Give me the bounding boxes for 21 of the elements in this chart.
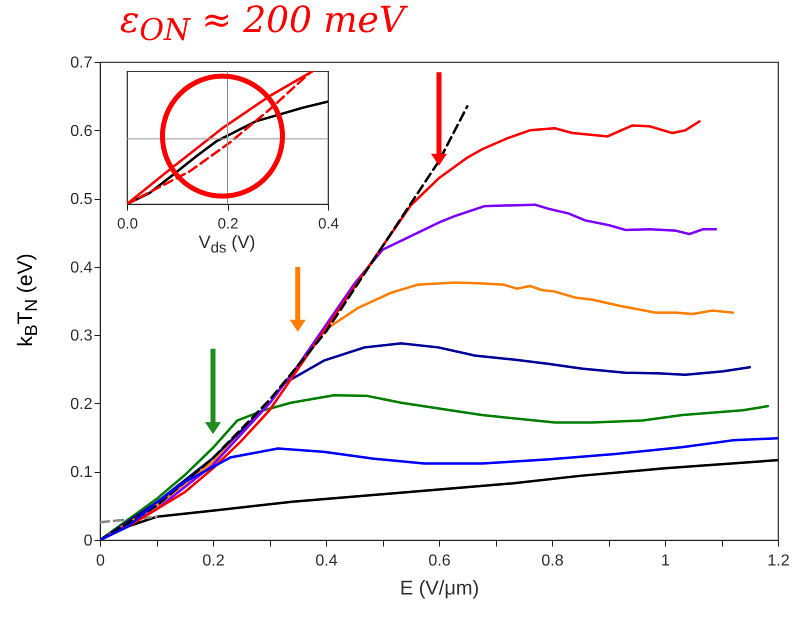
y-tick-label: 0.4 [70,259,93,276]
y-tick-label: 0.5 [70,191,93,208]
y-tick-label: 0.3 [70,328,93,345]
y-tick-label: 0.6 [70,122,93,140]
y-tick-label: 0.7 [70,54,93,72]
x-tick-label: 0 [96,552,106,570]
x-tick-label: 0.8 [541,552,564,570]
x-tick-label: 1.2 [767,552,790,570]
y-tick-label: 0 [84,532,93,550]
x-axis-title: E (V/μm) [400,578,480,600]
x-tick-label: 0.4 [318,216,339,232]
y-tick-label: 0.1 [70,464,93,482]
line-series [100,394,770,540]
x-tick-label: 0.6 [428,552,451,570]
x-tick-label: 0.2 [202,552,225,570]
x-tick-label: 0.4 [315,552,338,570]
x-axis-title: V$_{ds}$ (V) [198,232,256,257]
x-tick-label: 1 [661,552,670,570]
x-tick-label: 0.2 [218,216,238,232]
y-tick-label: 0.2 [70,396,93,413]
x-tick-label: 0.0 [117,216,138,232]
